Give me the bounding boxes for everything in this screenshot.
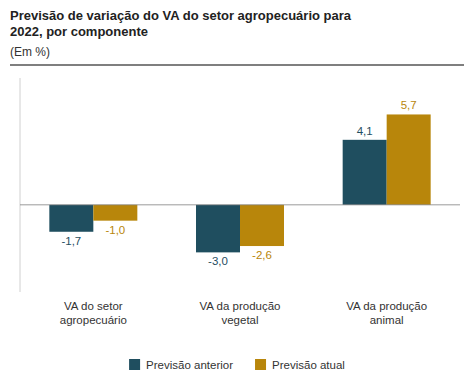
x-tick-label: VA da produção vegetal <box>200 300 281 326</box>
x-tick-label: VA do setor agropecuário <box>60 300 127 326</box>
subtitle: (Em %) <box>10 45 50 59</box>
chart: Previsão de variação do VA do setor agro… <box>0 0 474 389</box>
data-label: 5,7 <box>401 99 417 111</box>
data-label: 4,1 <box>357 125 373 137</box>
bars <box>49 114 430 252</box>
data-label: -3,0 <box>208 255 228 267</box>
legend-label: Previsão anterior <box>146 359 233 371</box>
legend-swatch <box>255 359 266 370</box>
x-tick-label: VA da produção animal <box>346 300 427 326</box>
y-axis-line <box>20 78 21 292</box>
x-tick-label-line: VA do setor <box>64 300 123 312</box>
x-tick-label-line: VA da produção <box>346 300 427 312</box>
x-tick-label-line: VA da produção <box>200 300 281 312</box>
title: Previsão de variação do VA do setor agro… <box>10 8 352 39</box>
title-line: 2022, por componente <box>10 24 148 39</box>
data-label: -2,6 <box>252 249 272 261</box>
data-labels: -1,7 -3,0 4,1 -1,0 -2,6 5,7 <box>61 99 416 267</box>
legend-label: Previsão atual <box>272 359 345 371</box>
x-tick-label-line: vegetal <box>221 314 258 326</box>
legend-swatch <box>129 359 140 370</box>
bar <box>93 205 137 221</box>
bar <box>49 205 93 232</box>
title-line: Previsão de variação do VA do setor agro… <box>10 8 352 23</box>
data-label: -1,0 <box>105 224 125 236</box>
data-label: -1,7 <box>61 235 81 247</box>
x-tick-label-line: agropecuário <box>60 314 127 326</box>
bar <box>196 205 240 253</box>
x-tick-label-line: animal <box>370 314 404 326</box>
bar <box>387 114 431 204</box>
bar <box>240 205 284 246</box>
title-rule <box>10 64 464 65</box>
bar <box>343 140 387 205</box>
legend: Previsão anterior Previsão atual <box>129 359 345 371</box>
zero-line <box>20 204 460 205</box>
